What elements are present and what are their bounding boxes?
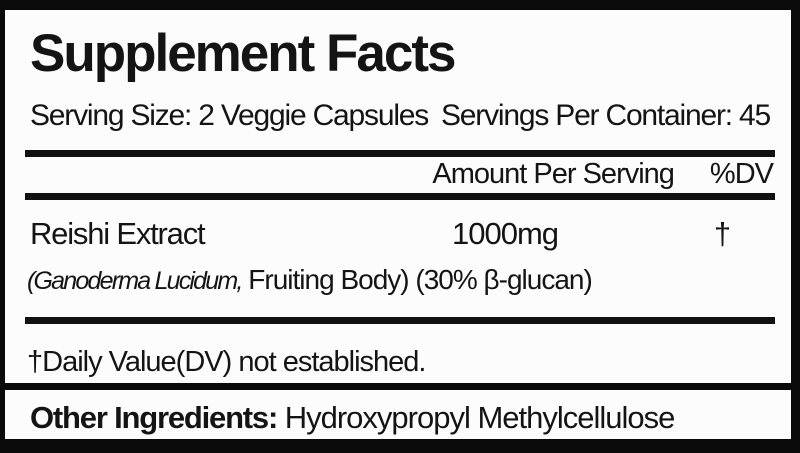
serving-size-text: Serving Size: 2 Veggie Capsules — [30, 99, 429, 132]
divider-thick-footnote — [25, 317, 775, 324]
column-header-dv: %DV — [709, 157, 774, 190]
ingredient-detail: (Ganoderma Lucidum, Fruiting Body) (30% … — [27, 262, 787, 299]
label-panel — [5, 10, 791, 439]
ingredient-detail-rest: Fruiting Body) (30% β-glucan) — [241, 264, 593, 295]
column-header-row: Amount Per Serving %DV — [25, 157, 774, 191]
serving-info-row: Serving Size: 2 Veggie Capsules Servings… — [30, 96, 771, 136]
divider-full-width — [0, 383, 800, 390]
column-header-amount-per-serving: Amount Per Serving — [432, 157, 675, 190]
other-ingredients-row: Other Ingredients: Hydroxypropyl Methylc… — [30, 398, 780, 438]
daily-value-footnote: †Daily Value(DV) not established. — [27, 346, 426, 378]
other-ingredients-value: Hydroxypropyl Methylcellulose — [277, 400, 676, 435]
ingredient-dv-dagger: † — [713, 216, 732, 251]
table-row: Reishi Extract 1000mg † — [0, 212, 800, 256]
ingredient-name: Reishi Extract — [30, 216, 206, 251]
divider-thick-top — [25, 150, 775, 157]
ingredient-amount: 1000mg — [451, 216, 559, 251]
servings-per-container-text: Servings Per Container: 45 — [441, 99, 771, 132]
page-title: Supplement Facts — [30, 24, 456, 83]
ingredient-latin-name: (Ganoderma Lucidum, — [27, 267, 243, 295]
other-ingredients-label: Other Ingredients: — [30, 400, 278, 435]
divider-thick-header — [25, 193, 775, 200]
